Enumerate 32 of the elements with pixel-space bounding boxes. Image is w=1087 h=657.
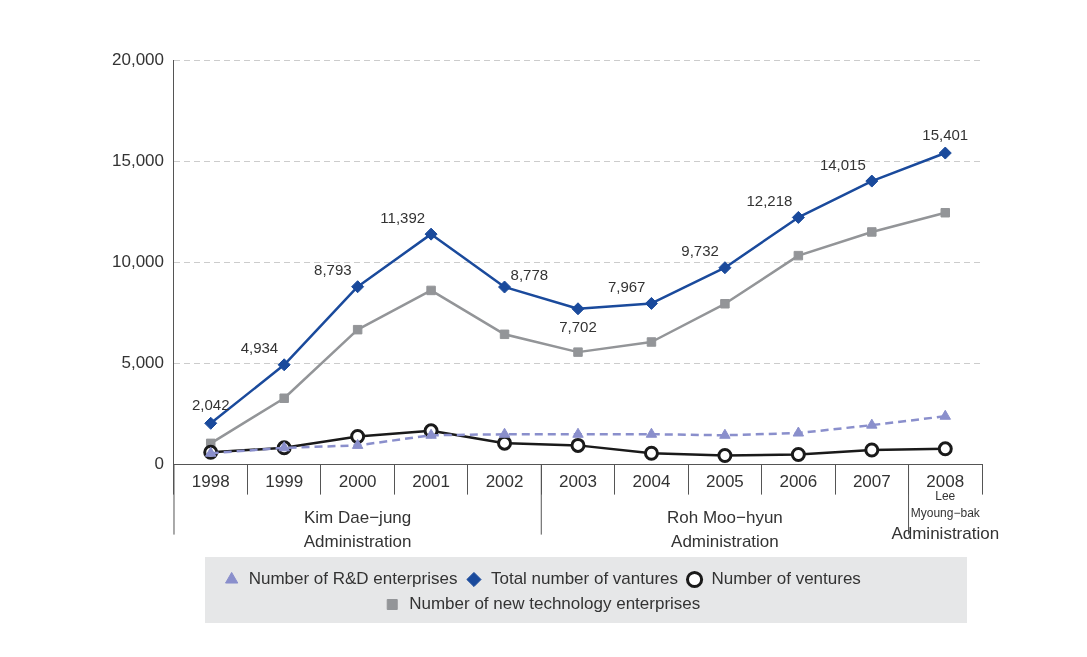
- legend-label: Number of new technology enterprises: [409, 594, 701, 614]
- legend-label: Total number of vantures: [490, 569, 679, 589]
- y-tick-label: 5,000: [121, 353, 164, 373]
- x-tick-label: 2005: [705, 472, 744, 492]
- text: Kim Dae−jung Administration: [303, 508, 412, 552]
- x-tick-label: 1999: [265, 472, 304, 492]
- data-label: 9,732: [681, 242, 719, 260]
- x-tick-label: 1998: [191, 472, 230, 492]
- y-tick-label: 0: [154, 454, 164, 474]
- data-label: 4,934: [240, 339, 279, 357]
- y-tick-label: 10,000: [112, 251, 164, 271]
- data-label: 8,793: [314, 261, 352, 279]
- data-label: 14,015: [819, 155, 866, 173]
- data-label: 7,702: [559, 318, 597, 336]
- data-label: 8,778: [510, 265, 549, 283]
- x-tick-label: 2000: [338, 472, 377, 492]
- x-tick-label: 2002: [485, 472, 524, 492]
- data-label: 7,967: [607, 278, 646, 296]
- x-tick-label: 2004: [632, 472, 671, 492]
- data-label: 12,218: [746, 192, 793, 210]
- y-tick-label: 20,000: [112, 49, 164, 69]
- text: Roh Moo−hyun Administration: [667, 508, 783, 552]
- x-tick-label: 2007: [852, 472, 891, 492]
- legend-label: Number of ventures: [711, 569, 861, 589]
- x-tick-label: 2006: [779, 472, 818, 492]
- data-label: 15,401: [922, 125, 969, 143]
- data-label: 2,042: [191, 395, 230, 413]
- legend-label: Number of R&D enterprises: [248, 569, 458, 589]
- x-tick-label: 2003: [559, 472, 597, 492]
- x-tick-label: 2001: [412, 472, 450, 492]
- y-tick-label: 15,000: [112, 150, 164, 170]
- data-label: 11,392: [380, 208, 426, 226]
